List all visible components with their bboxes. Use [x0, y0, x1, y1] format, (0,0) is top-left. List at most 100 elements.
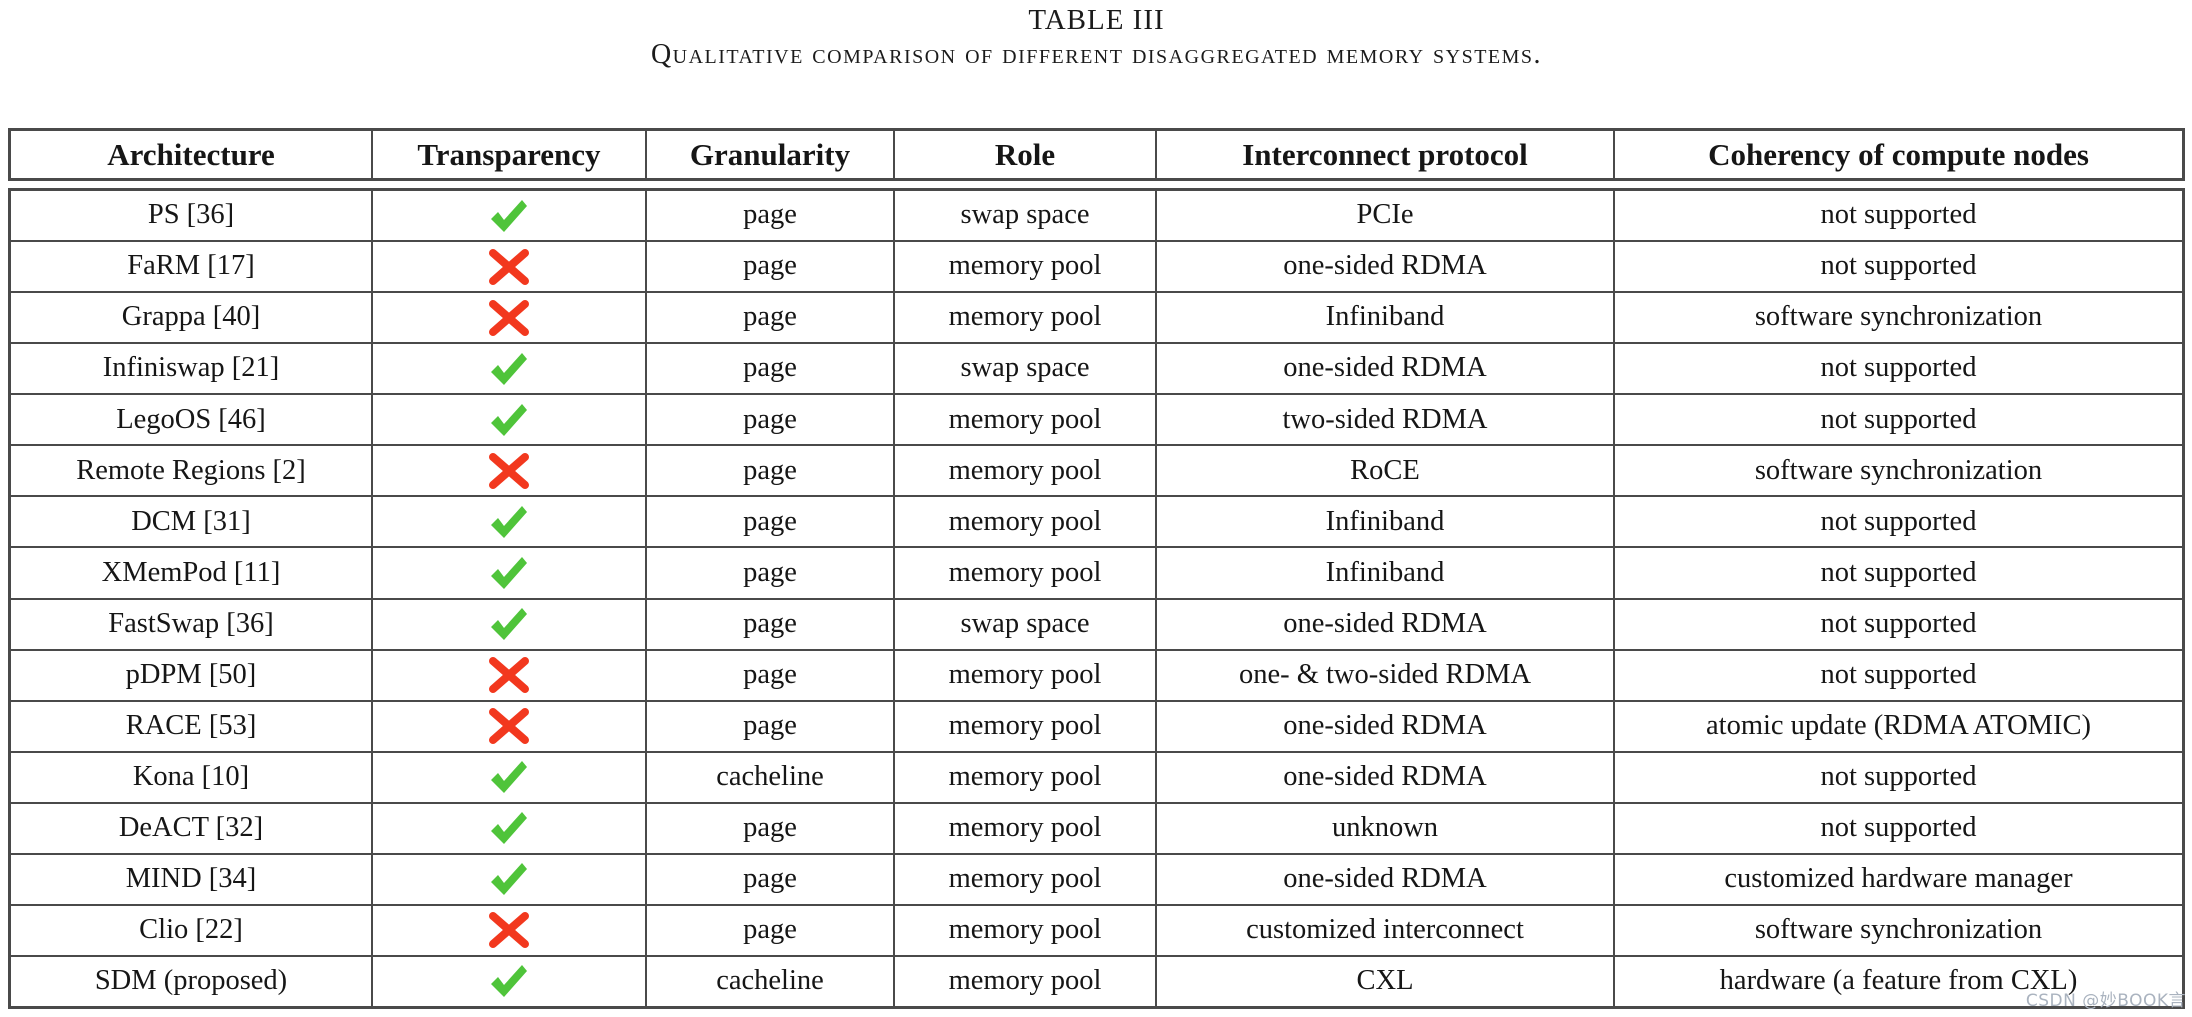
cell-granularity: page: [647, 905, 895, 955]
interconnect-label: one-sided RDMA: [1283, 607, 1487, 639]
cell-role: memory pool: [895, 446, 1157, 496]
granularity-label: page: [743, 556, 797, 588]
cell-transparency: [373, 752, 647, 802]
cell-interconnect: Infiniband: [1157, 293, 1615, 343]
role-label: memory pool: [948, 965, 1102, 997]
cell-architecture: PS [36]: [11, 191, 373, 241]
cell-architecture: Clio [22]: [11, 905, 373, 955]
architecture-label: MIND [34]: [125, 863, 257, 895]
cell-granularity: page: [647, 497, 895, 547]
granularity-label: page: [743, 709, 797, 741]
cell-interconnect: RoCE: [1157, 446, 1615, 496]
cell-transparency: [373, 446, 647, 496]
cell-architecture: LegoOS [46]: [11, 395, 373, 445]
cell-granularity: page: [647, 395, 895, 445]
role-label: memory pool: [948, 556, 1102, 588]
cell-architecture: DeACT [32]: [11, 803, 373, 853]
cell-role: memory pool: [895, 242, 1157, 292]
architecture-label: PS [36]: [147, 199, 235, 231]
cell-coherency: not supported: [1615, 344, 2182, 393]
cell-interconnect: unknown: [1157, 803, 1615, 853]
coherency-label: not supported: [1820, 403, 1977, 435]
architecture-label: Kona [10]: [132, 760, 250, 792]
table-row: pDPM [50] page memory pool one- & two-si…: [11, 648, 2182, 700]
cell-transparency: [373, 905, 647, 955]
granularity-label: page: [743, 607, 797, 639]
cell-interconnect: CXL: [1157, 956, 1615, 1006]
coherency-label: not supported: [1820, 250, 1977, 282]
coherency-label: not supported: [1820, 812, 1977, 844]
role-label: memory pool: [948, 863, 1102, 895]
interconnect-label: one-sided RDMA: [1283, 352, 1487, 384]
interconnect-label: CXL: [1356, 965, 1414, 997]
cell-role: memory pool: [895, 548, 1157, 598]
cell-role: swap space: [895, 599, 1157, 649]
role-label: memory pool: [948, 454, 1102, 486]
coherency-label: hardware (a feature from CXL): [1719, 965, 2078, 997]
role-label: memory pool: [948, 658, 1102, 690]
table-row: SDM (proposed) cacheline memory pool CXL…: [11, 954, 2182, 1006]
cell-interconnect: Infiniband: [1157, 497, 1615, 547]
coherency-label: not supported: [1820, 607, 1977, 639]
cell-granularity: page: [647, 599, 895, 649]
watermark: CSDN @妙BOOK言: [2025, 991, 2186, 1011]
role-label: memory pool: [948, 505, 1102, 537]
granularity-label: page: [743, 863, 797, 895]
interconnect-label: one-sided RDMA: [1283, 250, 1487, 282]
cell-role: memory pool: [895, 293, 1157, 343]
architecture-label: Infiniswap [21]: [102, 352, 280, 384]
cell-interconnect: one-sided RDMA: [1157, 599, 1615, 649]
cell-coherency: not supported: [1615, 395, 2182, 444]
interconnect-label: one-sided RDMA: [1283, 863, 1487, 895]
cell-granularity: page: [647, 548, 895, 598]
cell-granularity: cacheline: [647, 752, 895, 802]
granularity-label: page: [743, 301, 797, 333]
table-row: Kona [10] cacheline memory pool one-side…: [11, 750, 2182, 802]
cell-granularity: page: [647, 293, 895, 343]
cell-architecture: Grappa [40]: [11, 293, 373, 343]
coherency-label: not supported: [1820, 199, 1977, 231]
column-header-transparency: Transparency: [373, 131, 647, 178]
interconnect-label: PCIe: [1356, 199, 1414, 231]
cell-interconnect: PCIe: [1157, 191, 1615, 241]
architecture-label: SDM (proposed): [94, 965, 288, 997]
architecture-label: pDPM [50]: [125, 658, 257, 690]
architecture-label: FaRM [17]: [127, 250, 255, 282]
role-label: memory pool: [948, 301, 1102, 333]
cell-transparency: [373, 803, 647, 853]
architecture-label: Clio [22]: [139, 914, 243, 946]
cell-coherency: software synchronization: [1615, 446, 2182, 495]
cell-architecture: MIND [34]: [11, 854, 373, 904]
cell-coherency: not supported: [1615, 753, 2182, 802]
role-label: memory pool: [948, 914, 1102, 946]
cell-role: memory pool: [895, 905, 1157, 955]
table-row: FastSwap [36] page swap space one-sided …: [11, 597, 2182, 649]
cell-role: swap space: [895, 344, 1157, 394]
cell-interconnect: one-sided RDMA: [1157, 242, 1615, 292]
interconnect-label: two-sided RDMA: [1282, 403, 1488, 435]
coherency-label: not supported: [1820, 556, 1977, 588]
coherency-label: not supported: [1820, 352, 1977, 384]
check-icon: [491, 761, 527, 794]
column-header-label: Interconnect protocol: [1242, 137, 1528, 172]
granularity-label: page: [743, 812, 797, 844]
column-header-label: Transparency: [417, 137, 601, 172]
cell-granularity: page: [647, 701, 895, 751]
cell-coherency: not supported: [1615, 804, 2182, 853]
cell-transparency: [373, 599, 647, 649]
cell-transparency: [373, 242, 647, 292]
interconnect-label: Infiniband: [1325, 556, 1445, 588]
column-header-label: Granularity: [689, 137, 851, 172]
architecture-label: RACE [53]: [125, 709, 257, 741]
architecture-label: LegoOS [46]: [116, 403, 266, 435]
interconnect-label: customized interconnect: [1246, 914, 1524, 946]
granularity-label: page: [743, 914, 797, 946]
granularity-label: page: [743, 658, 797, 690]
role-label: swap space: [960, 352, 1090, 384]
table-caption-subtitle: Qualitative comparison of different disa…: [650, 39, 1543, 70]
cell-coherency: not supported: [1615, 497, 2182, 546]
interconnect-label: Infiniband: [1325, 505, 1445, 537]
table-row: MIND [34] page memory pool one-sided RDM…: [11, 852, 2182, 904]
role-label: memory pool: [948, 760, 1102, 792]
cell-role: memory pool: [895, 395, 1157, 445]
